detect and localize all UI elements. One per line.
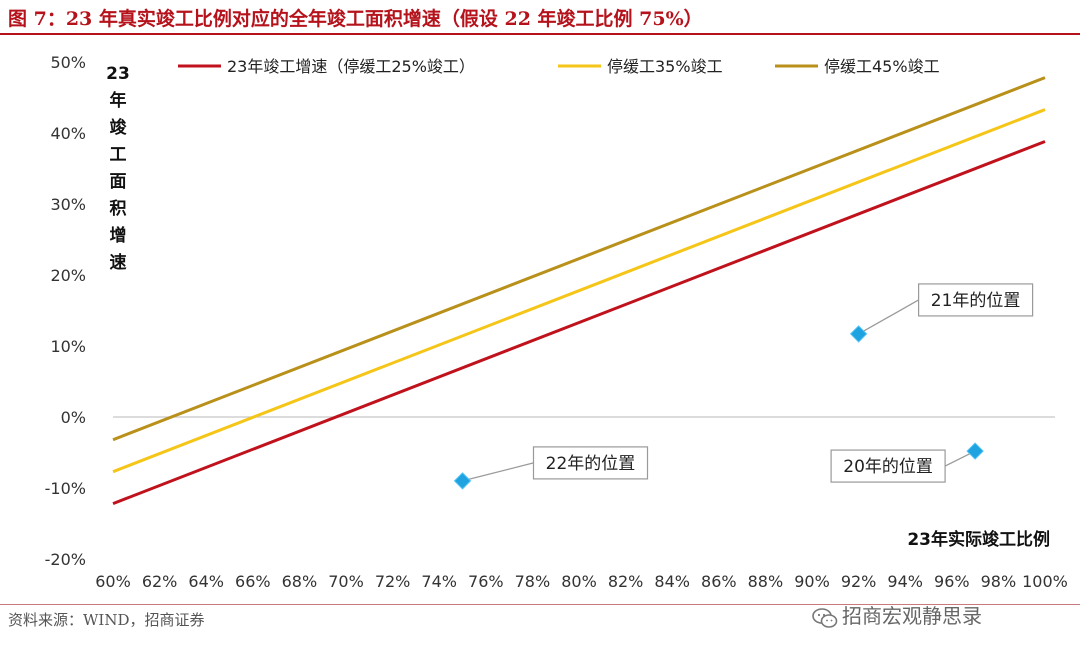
x-tick-label: 92%: [841, 572, 877, 591]
x-tick-label: 70%: [328, 572, 364, 591]
x-tick-label: 74%: [421, 572, 457, 591]
x-tick-label: 100%: [1022, 572, 1068, 591]
x-tick-label: 66%: [235, 572, 271, 591]
x-axis-label: 23年实际竣工比例: [907, 529, 1050, 550]
x-tick-label: 84%: [654, 572, 690, 591]
x-tick-label: 72%: [375, 572, 411, 591]
y-tick-label: -10%: [45, 479, 86, 498]
series-line-3: [112, 76, 1046, 442]
data-point-marker: [453, 472, 472, 490]
wechat-icon: [812, 607, 838, 628]
watermark-text: 招商宏观静思录: [842, 604, 982, 628]
callout-22-leader: [462, 462, 534, 482]
x-tick-label: 82%: [608, 572, 644, 591]
y-axis-label-char: 积: [110, 199, 127, 219]
x-tick-label: 68%: [282, 572, 318, 591]
callout-20-box: [830, 449, 946, 483]
callout-22-box: [532, 446, 649, 480]
watermark: 招商宏观静思录: [812, 600, 982, 629]
y-tick-label: 10%: [50, 337, 86, 356]
legend-label-3: 停缓工45%竣工: [824, 57, 940, 76]
footer-rule: [0, 604, 1080, 605]
y-axis-label-char: 速: [110, 252, 127, 273]
x-tick-label: 90%: [794, 572, 830, 591]
x-tick-label: 60%: [95, 572, 131, 591]
x-tick-label: 78%: [515, 572, 551, 591]
x-tick-label: 86%: [701, 572, 737, 591]
x-tick-label: 94%: [887, 572, 923, 591]
callout-22-label: 22年的位置: [546, 454, 636, 474]
callout-20-label: 20年的位置: [843, 457, 933, 477]
x-tick-label: 88%: [748, 572, 784, 591]
y-tick-label: 30%: [50, 195, 86, 214]
y-axis-label-char: 工: [110, 145, 127, 165]
callout-21-label: 21年的位置: [931, 291, 1021, 311]
x-tick-label: 80%: [561, 572, 597, 591]
y-tick-label: -20%: [45, 550, 86, 569]
callout-21-leader: [858, 299, 919, 335]
y-axis-label-char: 增: [110, 225, 127, 246]
x-tick-label: 96%: [934, 572, 970, 591]
data-point-marker: [849, 325, 868, 343]
x-tick-label: 64%: [188, 572, 224, 591]
y-axis-label-char: 年: [110, 90, 127, 111]
y-tick-label: 50%: [50, 53, 86, 72]
y-tick-label: 0%: [61, 408, 86, 427]
y-axis-label-char: 23: [106, 64, 130, 84]
callout-21-box: [917, 283, 1034, 317]
y-tick-label: 40%: [50, 124, 86, 143]
legend-label-1: 23年竣工增速（停缓工25%竣工）: [227, 57, 475, 76]
y-tick-label: 20%: [50, 266, 86, 285]
series-line-1: [112, 140, 1046, 506]
x-tick-label: 76%: [468, 572, 504, 591]
legend-label-2: 停缓工35%竣工: [607, 57, 723, 76]
chart-title: 图 7：23 年真实竣工比例对应的全年竣工面积增速（假设 22 年竣工比例 75…: [8, 8, 703, 30]
data-point-marker: [966, 442, 984, 460]
title-rule: [0, 33, 1080, 35]
source-note: 资料来源：WIND，招商证券: [8, 611, 205, 629]
y-axis-label-char: 面: [110, 172, 127, 192]
series-line-2: [112, 108, 1046, 474]
x-tick-label: 62%: [142, 572, 178, 591]
chart-canvas: 50% 40% 30% 20% 10% 0% -10% -20% 60% 62% 64% 66% 68%…: [45, 53, 1068, 591]
x-tick-label: 98%: [981, 572, 1017, 591]
y-axis-label-char: 竣: [110, 117, 128, 138]
